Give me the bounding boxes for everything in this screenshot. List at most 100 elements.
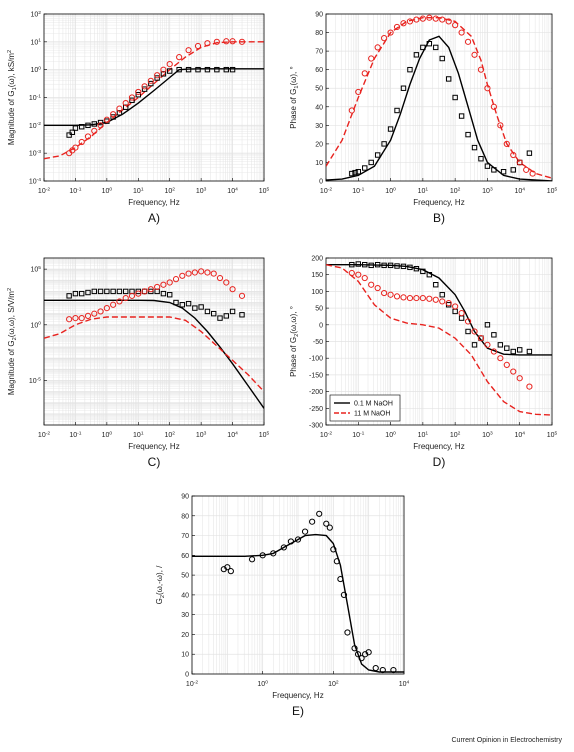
y-tick-label: 70 (181, 533, 189, 540)
x-axis-label: Frequency, Hz (128, 442, 179, 451)
data-point-circle (141, 83, 148, 90)
data-point-circle (116, 298, 123, 305)
y-tick-label: 40 (315, 104, 323, 111)
y-tick-label: -300 (309, 423, 323, 430)
data-point-square (211, 310, 217, 317)
data-point-square (407, 66, 413, 73)
x-tick-label: 101 (418, 186, 429, 195)
data-point-square (349, 170, 355, 177)
y-tick-label: 10-4 (29, 177, 41, 186)
data-point-square (381, 262, 387, 269)
x-tick-label: 100 (385, 186, 396, 195)
data-point-circle (72, 144, 79, 151)
x-tick-label: 10-2 (186, 679, 198, 688)
data-point-square (195, 66, 201, 73)
data-point-circle (503, 361, 510, 368)
data-point-circle (135, 290, 142, 297)
fit-line-red (326, 17, 552, 179)
data-point-circle (503, 140, 510, 147)
y-tick-label: 10-2 (29, 121, 41, 130)
data-point-circle (166, 61, 173, 68)
data-point-circle (333, 558, 340, 565)
fit-line-red (44, 316, 264, 393)
data-point-circle (147, 286, 154, 293)
panel-E: 10-2 100 102 104 0 10 20 30 40 50 60 70 80 90 Frequenc… (155, 494, 410, 719)
data-point-circle (204, 269, 211, 276)
y-tick-label: -200 (309, 389, 323, 396)
y-tick-label: 30 (181, 612, 189, 619)
data-point-square (517, 347, 523, 353)
data-point-square (135, 92, 141, 98)
data-point-circle (103, 305, 110, 312)
data-point-square (91, 121, 97, 127)
data-point-circle (439, 298, 446, 305)
x-tick-label: 102 (450, 186, 461, 195)
data-point-square (458, 113, 465, 119)
data-point-circle (355, 88, 362, 96)
x-tick-label: 101 (133, 186, 144, 195)
data-point-circle (439, 16, 446, 23)
data-point-circle (116, 105, 123, 112)
data-point-square (85, 289, 91, 296)
x-axis-label: Frequency, Hz (413, 198, 464, 207)
data-point-circle (122, 294, 129, 302)
y-tick-label: 0 (319, 179, 323, 186)
data-point-square (141, 86, 148, 92)
data-point-square (72, 290, 79, 297)
data-point-circle (227, 568, 234, 575)
data-point-circle (198, 268, 205, 275)
y-tick-label: 20 (181, 632, 189, 639)
data-point-square (368, 262, 374, 269)
series-group (326, 261, 552, 416)
data-point-square (374, 152, 381, 158)
data-point-square (420, 44, 426, 51)
x-tick-label: 104 (227, 186, 238, 195)
data-point-circle (406, 18, 414, 25)
data-point-square (407, 264, 413, 271)
x-tick-label: 100 (102, 430, 113, 439)
data-point-square (387, 262, 394, 269)
data-point-circle (128, 94, 136, 101)
fit-line-red (326, 264, 552, 416)
data-point-square (504, 345, 510, 351)
y-tick-label: 0 (319, 322, 323, 329)
data-point-circle (368, 55, 375, 62)
y-axis-label: Phase of G1(ω), ° (289, 66, 300, 128)
data-point-circle (419, 15, 426, 22)
data-point-circle (393, 23, 401, 31)
x-tick-label: 100 (257, 679, 268, 688)
x-tick-label: 100 (385, 430, 396, 439)
fit-line-black (44, 299, 264, 409)
data-point-square (355, 261, 361, 267)
y-tick-label: -150 (309, 372, 323, 379)
data-point-square (91, 288, 97, 295)
legend-entry: 11 M NaOH (354, 411, 390, 418)
data-point-circle (381, 289, 388, 297)
x-tick-label: 10-2 (38, 430, 50, 439)
data-point-square (394, 263, 400, 269)
x-tick-label: 10-2 (38, 186, 50, 195)
data-point-square (484, 163, 491, 169)
y-tick-label: 100 (311, 289, 323, 296)
x-axis-label: Frequency, Hz (272, 691, 323, 700)
data-point-square (85, 122, 91, 129)
data-point-circle (358, 655, 365, 662)
data-point-circle (223, 38, 230, 45)
data-point-circle (379, 666, 386, 674)
y-tick-label: 10-1 (29, 93, 41, 102)
panel-label: E) (292, 704, 304, 718)
y-tick-label: 60 (315, 67, 323, 74)
data-point-circle (526, 383, 533, 390)
data-point-circle (204, 40, 211, 47)
data-point-square (110, 114, 116, 120)
data-point-square (160, 71, 167, 77)
data-point-circle (91, 310, 98, 317)
plot-frame (43, 257, 265, 426)
data-point-square (484, 322, 491, 328)
data-point-circle (361, 70, 368, 77)
data-point-square (223, 66, 229, 73)
data-point-circle (400, 20, 407, 27)
x-tick-label: 104 (227, 430, 238, 439)
data-point-circle (452, 303, 459, 310)
x-tick-label: 100 (102, 186, 113, 195)
